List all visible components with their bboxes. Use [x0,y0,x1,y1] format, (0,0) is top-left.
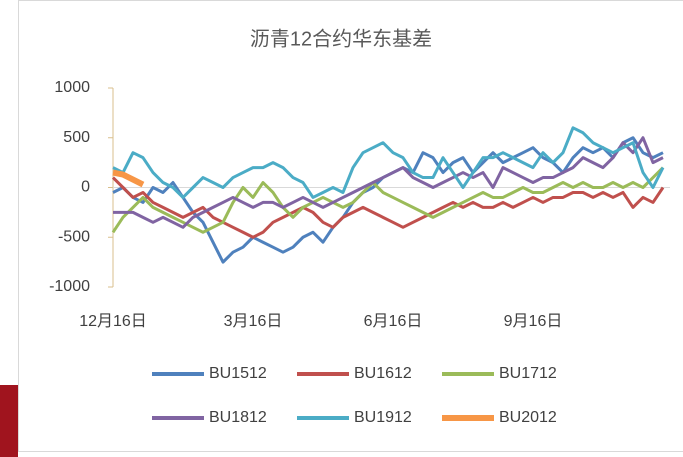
legend-label: BU1812 [209,409,267,426]
legend-label: BU1612 [354,365,412,382]
legend-label: BU1712 [499,365,557,382]
x-tick-label: 6月16日 [364,313,423,330]
line-series [112,126,665,199]
legend-label: BU2012 [499,409,557,426]
background-strip [0,385,18,457]
line-series [111,166,665,234]
x-tick-label: 12月16日 [79,313,147,330]
y-tick-label: -1000 [49,278,90,295]
y-tick-label: 500 [63,129,90,146]
line-series [112,169,145,188]
y-tick-label: -500 [58,228,90,245]
x-tick-label: 3月16日 [224,313,283,330]
chart-frame [18,0,683,452]
legend-label: BU1912 [354,409,412,426]
line-series [111,176,665,239]
y-tick-label: 1000 [54,79,90,96]
chart-title: 沥青12合约华东基差 [250,27,432,50]
line-series [113,136,664,229]
x-tick-label: 9月16日 [504,313,563,330]
legend-label: BU1512 [209,365,267,382]
y-tick-label: 0 [81,179,90,196]
